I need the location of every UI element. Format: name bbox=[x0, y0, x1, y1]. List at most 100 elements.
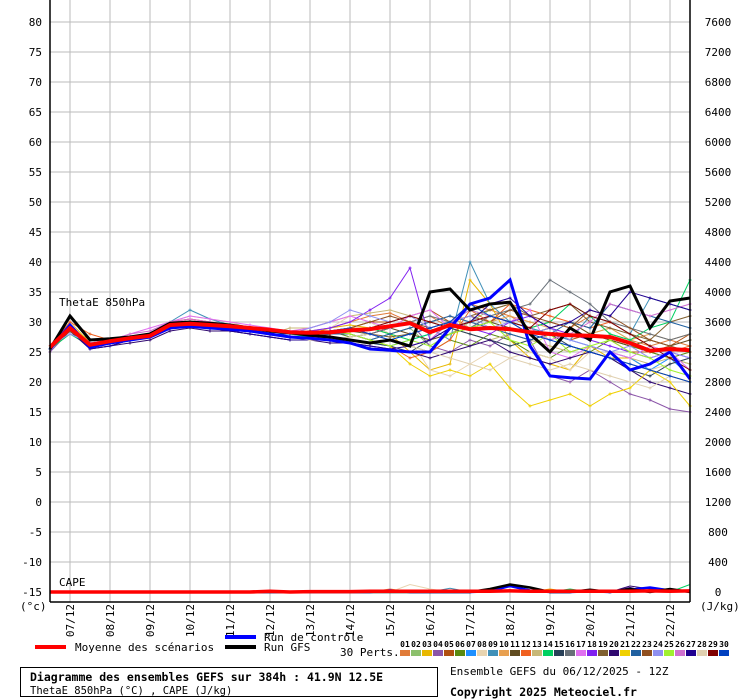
left-tick-label: -15 bbox=[22, 586, 42, 599]
pert-28-point bbox=[508, 356, 512, 360]
pert-21-point bbox=[488, 362, 492, 366]
right-tick-label: 7200 bbox=[705, 46, 732, 59]
pert-12-point bbox=[408, 356, 412, 360]
pert-26-point bbox=[588, 320, 592, 324]
pert-legend-swatch bbox=[444, 650, 454, 656]
pert-15-point bbox=[648, 374, 652, 378]
right-tick-label: 6000 bbox=[705, 136, 732, 149]
pert-legend-swatch bbox=[466, 650, 476, 656]
right-tick-label: 6400 bbox=[705, 106, 732, 119]
pert-legend-swatch bbox=[620, 650, 630, 656]
pert-28-point bbox=[588, 368, 592, 372]
pert-legend-number: 22 bbox=[631, 640, 641, 649]
pert-legend-number: 06 bbox=[455, 640, 465, 649]
pert-20-point bbox=[568, 356, 572, 360]
right-axis-unit: (J/kg) bbox=[700, 600, 740, 613]
pert-13-point bbox=[548, 344, 552, 348]
pert-19-point bbox=[608, 326, 612, 330]
pert-21-point bbox=[428, 374, 432, 378]
pert-04-point bbox=[488, 344, 492, 348]
pert-26-point bbox=[608, 302, 612, 306]
pert-30-point bbox=[608, 356, 612, 360]
pert-25-point bbox=[428, 344, 432, 348]
legend-gfs-label: Run GFS bbox=[264, 641, 310, 654]
pert-30-point bbox=[488, 314, 492, 318]
pert-legend-swatch bbox=[400, 650, 410, 656]
pert-30-point bbox=[368, 332, 372, 336]
right-tick-label: 2400 bbox=[705, 406, 732, 419]
pert-legend-number: 01 bbox=[400, 640, 410, 649]
thetae-panel-label: ThetaE 850hPa bbox=[59, 296, 145, 309]
pert-20-point bbox=[448, 350, 452, 354]
pert-23-point bbox=[628, 326, 632, 330]
pert-legend-number: 25 bbox=[664, 640, 674, 649]
pert-16-point bbox=[528, 302, 532, 306]
pert-17-point bbox=[208, 317, 212, 321]
pert-12-point bbox=[88, 332, 92, 336]
pert-17-point bbox=[528, 308, 532, 312]
pert-20-point bbox=[208, 329, 212, 333]
pert-legend-number: 18 bbox=[587, 640, 597, 649]
pert-17-point bbox=[228, 320, 232, 324]
x-tick-label: 09/12 bbox=[144, 604, 157, 637]
x-tick-label: 18/12 bbox=[504, 604, 517, 637]
pert-22-point bbox=[508, 332, 512, 336]
pert-18-point bbox=[348, 320, 352, 324]
right-tick-label: 2000 bbox=[705, 436, 732, 449]
main-series bbox=[48, 277, 692, 381]
pert-legend-number: 07 bbox=[466, 640, 476, 649]
x-tick-label: 20/12 bbox=[584, 604, 597, 637]
left-tick-label: 30 bbox=[29, 316, 42, 329]
pert-26-point bbox=[668, 308, 672, 312]
x-tick-label: 21/12 bbox=[624, 604, 637, 637]
pert-04-point bbox=[608, 380, 612, 384]
pert-25-point bbox=[448, 332, 452, 336]
pert-27-point bbox=[368, 344, 372, 348]
pert-legend-swatch bbox=[697, 650, 707, 656]
x-tick-label: 12/12 bbox=[264, 604, 277, 637]
pert-23-point bbox=[548, 320, 552, 324]
pert-27-point bbox=[508, 296, 512, 300]
pert-25-point bbox=[508, 338, 512, 342]
pert-13-point bbox=[388, 308, 392, 312]
x-tick-label: 08/12 bbox=[104, 604, 117, 637]
pert-21-point bbox=[468, 374, 472, 378]
pert-22-point bbox=[668, 320, 672, 324]
pert-09-point bbox=[188, 308, 192, 312]
pert-legend-number: 17 bbox=[576, 640, 586, 649]
pert-30-point bbox=[668, 374, 672, 378]
pert-25-point bbox=[628, 350, 632, 354]
pert-12-point bbox=[548, 314, 552, 318]
pert-22-point bbox=[388, 332, 392, 336]
pert-legend-swatch bbox=[422, 650, 432, 656]
chart-info-box: Diagramme des ensembles GEFS sur 384h : … bbox=[20, 667, 438, 697]
pert-legend-number: 13 bbox=[532, 640, 542, 649]
pert-legend-swatch bbox=[675, 650, 685, 656]
mean-thetae-line bbox=[48, 321, 691, 353]
pert-29-point bbox=[468, 320, 472, 324]
right-tick-label: 2800 bbox=[705, 376, 732, 389]
axes: -15 -10 -5 0 5 10 15 20 25 30 35 40 45 50 55 60 65 70 75 80… bbox=[22, 0, 732, 603]
pert-legend-number: 05 bbox=[444, 640, 454, 649]
pert-legend-number: 15 bbox=[554, 640, 564, 649]
pert-21-point bbox=[608, 392, 612, 396]
pert-28-point bbox=[608, 374, 612, 378]
pert-26-point bbox=[188, 317, 192, 321]
pert-22-point bbox=[448, 314, 452, 318]
pert-08-point bbox=[568, 368, 572, 372]
pert-30-point bbox=[588, 350, 592, 354]
pert-29-point bbox=[588, 314, 592, 318]
pert-legend-swatch bbox=[719, 650, 729, 656]
pert-legend-number: 02 bbox=[411, 640, 421, 649]
pert-17-point bbox=[428, 308, 432, 312]
left-tick-label: 10 bbox=[29, 436, 42, 449]
pert-23-point bbox=[668, 344, 672, 348]
pert-25-point bbox=[668, 368, 672, 372]
grid bbox=[50, 0, 690, 602]
pert-legend-swatch bbox=[631, 650, 641, 656]
pert-legend-swatch bbox=[587, 650, 597, 656]
pert-21-point bbox=[508, 386, 512, 390]
left-tick-label: 80 bbox=[29, 16, 42, 29]
pert-18-point bbox=[408, 266, 412, 270]
pert-24-point bbox=[328, 320, 332, 324]
